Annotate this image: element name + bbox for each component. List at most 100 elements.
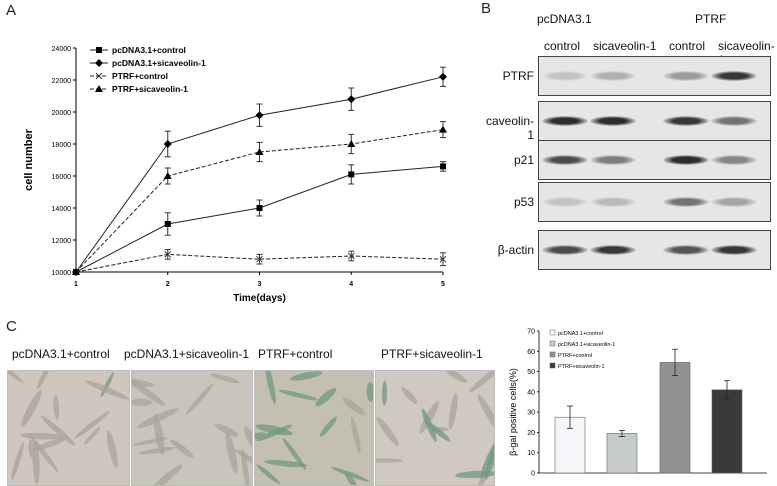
series-line xyxy=(75,129,444,273)
cell-shape xyxy=(185,383,214,415)
legend-label: pcDNA3.1+control xyxy=(558,331,603,337)
cell-shape xyxy=(376,458,404,463)
cell-shape xyxy=(255,424,293,436)
legend-marker xyxy=(96,47,102,53)
cell-shape xyxy=(74,411,110,439)
western-blot: pcDNA3.1 PTRF control sicaveolin-1 contr… xyxy=(480,0,777,290)
micrograph-label-2: pcDNA3.1+sicaveolin-1 xyxy=(124,347,250,361)
growth-curve-chart: 10000 12000 14000 16000 18000 20000 22000 24000… xyxy=(23,45,447,304)
cell-shape xyxy=(28,439,35,458)
x-tick-label: 4 xyxy=(349,281,353,288)
x-tick-label: 2 xyxy=(166,281,170,288)
cell-shape xyxy=(106,430,118,469)
blot-band xyxy=(663,116,709,126)
data-point xyxy=(347,252,355,260)
cell-shape xyxy=(477,394,494,434)
blot-row-label: p21 xyxy=(513,153,534,167)
blot-band xyxy=(542,155,588,165)
bar xyxy=(606,433,638,474)
micrograph-image xyxy=(254,370,374,486)
y-tick-label: 20000 xyxy=(52,110,72,117)
cell-shape xyxy=(40,415,76,446)
legend-marker xyxy=(95,72,103,80)
cell-shape xyxy=(85,380,129,400)
legend-label: pcDNA3.1+sicaveolin-1 xyxy=(558,342,615,348)
y-tick-label: 12000 xyxy=(52,238,72,245)
blot-row-label: PTRF xyxy=(502,69,534,83)
cell-shape xyxy=(382,380,388,406)
y-tick-label: 0 xyxy=(531,471,535,478)
cell-shape xyxy=(351,417,361,454)
data-point xyxy=(256,255,263,263)
cell-shape xyxy=(139,446,176,455)
data-point xyxy=(163,140,172,148)
y-tick-label: 22000 xyxy=(52,78,72,85)
data-point xyxy=(255,111,264,120)
y-tick-label: 40 xyxy=(527,389,535,396)
cell-shape xyxy=(244,426,252,452)
bar xyxy=(711,389,743,474)
cell-drawing xyxy=(255,371,373,485)
blot-band xyxy=(542,245,588,255)
data-point xyxy=(164,251,172,258)
cell-shape xyxy=(53,394,60,420)
legend-label: pcDNA3.1+sicaveolin-1 xyxy=(112,58,206,68)
data-point xyxy=(439,255,447,263)
cell-shape xyxy=(132,437,168,446)
legend-label: pcDNA3.1+control xyxy=(112,45,186,55)
blot-row-label: p53 xyxy=(513,195,534,209)
blot-band xyxy=(590,116,636,126)
y-axis-title: β-gal positive cells(%) xyxy=(508,368,518,456)
cell-shape xyxy=(480,439,494,479)
series-3: PTRF+control xyxy=(72,71,447,276)
cell-shape xyxy=(20,390,42,428)
bar xyxy=(659,362,691,474)
legend-swatch xyxy=(549,340,556,347)
blot-band xyxy=(711,197,757,207)
blot-band xyxy=(711,116,757,126)
legend-label: PTRF+sicaveolin-1 xyxy=(112,84,188,94)
y-tick-label: 50 xyxy=(527,369,535,376)
blot-band xyxy=(542,197,588,207)
cell-shape xyxy=(210,373,240,384)
data-point xyxy=(347,140,356,147)
cell-shape xyxy=(153,413,165,456)
cell-shape xyxy=(342,397,366,416)
y-tick-label: 10000 xyxy=(52,270,72,277)
blot-band xyxy=(590,197,636,207)
cell-shape xyxy=(421,408,437,443)
panel-label-b: B xyxy=(481,0,492,17)
cell-shape xyxy=(34,438,66,451)
cell-shape xyxy=(256,424,293,442)
legend-label: PTRF+control xyxy=(112,71,168,81)
data-point xyxy=(72,268,80,275)
blot-band xyxy=(663,245,709,255)
cell-drawing xyxy=(132,373,252,485)
y-tick-label: 20 xyxy=(527,430,535,437)
y-tick-label: 14000 xyxy=(52,206,72,213)
series-4: PTRF+sicaveolin-1 xyxy=(72,84,447,275)
cell-shape xyxy=(469,371,494,393)
cell-shape xyxy=(235,449,252,466)
cell-shape xyxy=(256,464,281,485)
y-tick-label: 60 xyxy=(527,349,535,356)
legend-label: PTRF+sicaveolin-1 xyxy=(558,364,605,370)
cell-shape xyxy=(345,472,357,485)
cell-shape xyxy=(214,423,239,437)
micrograph-label-3: PTRF+control xyxy=(258,347,333,361)
blot-band xyxy=(542,116,588,126)
y-tick-label: 30 xyxy=(527,410,535,417)
micrograph-image xyxy=(131,370,253,486)
y-tick-label: 10 xyxy=(527,450,535,457)
blot-band xyxy=(711,155,757,165)
cell-shape xyxy=(278,389,318,401)
y-axis-title: cell number xyxy=(23,128,35,190)
blot-band xyxy=(711,71,757,81)
blot-band xyxy=(590,71,636,81)
blot-row-label: caveolin-1 xyxy=(485,114,534,142)
legend-swatch xyxy=(549,351,556,358)
legend-marker xyxy=(95,85,103,92)
cell-shape xyxy=(289,371,323,381)
cell-shape xyxy=(264,460,308,468)
x-tick-label: 3 xyxy=(258,281,262,288)
